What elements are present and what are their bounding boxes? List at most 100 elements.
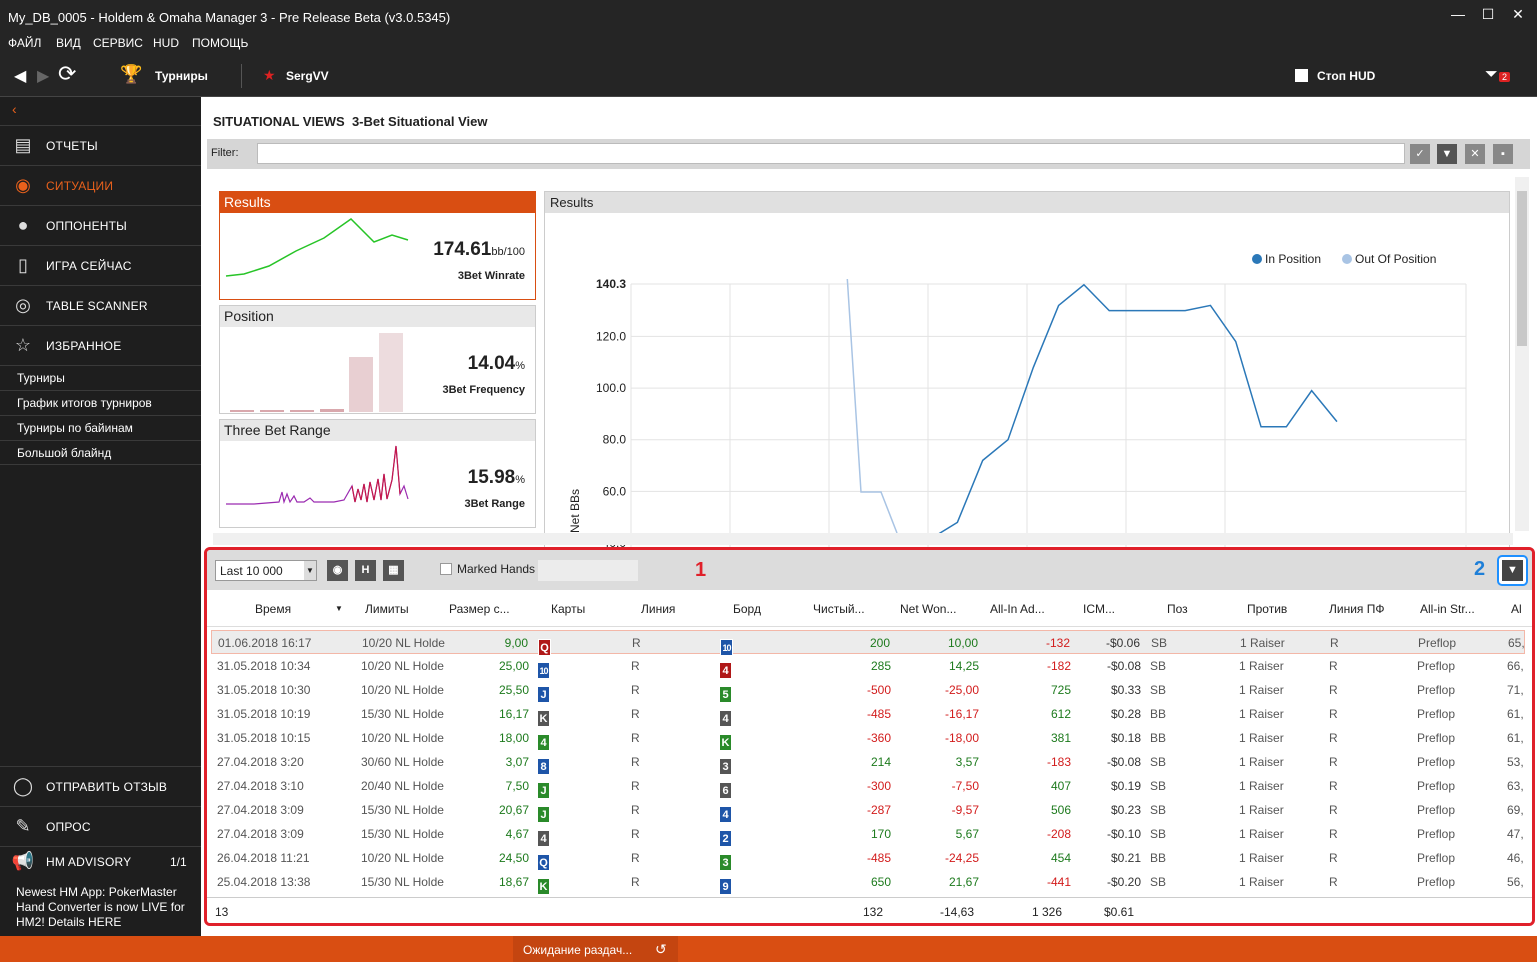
sidebar-item-reports[interactable]: ▤ ОТЧЕТЫ bbox=[0, 125, 201, 165]
table-row[interactable]: 27.04.2018 3:09 15/30 NL Holde 20,67 R -287 -… bbox=[211, 798, 1525, 823]
cell-size: 16,17 bbox=[498, 707, 529, 721]
cell-time: 27.04.2018 3:09 bbox=[217, 803, 304, 817]
col-al[interactable]: Al bbox=[1511, 602, 1522, 616]
apply-filter-button[interactable]: ✓ bbox=[1410, 144, 1430, 164]
three-bet-range-card[interactable]: Three Bet Range 15.98% 3Bet Range bbox=[219, 419, 536, 528]
sidebar-item-advisory[interactable]: 📢 HM ADVISORY 1/1 bbox=[0, 846, 201, 876]
table-row[interactable]: 26.04.2018 11:21 10/20 NL Holde 24,50 R -485… bbox=[211, 846, 1525, 871]
sidebar-item-favorites[interactable]: ☆ ИЗБРАННОЕ bbox=[0, 325, 201, 365]
filter-input[interactable] bbox=[257, 143, 1405, 164]
sidebar-item-situations[interactable]: ◉ СИТУАЦИИ bbox=[0, 165, 201, 205]
menu-hud[interactable]: HUD bbox=[153, 36, 179, 50]
cell-icm: $0.18 bbox=[1110, 731, 1141, 745]
col-icm[interactable]: ICM... bbox=[1083, 602, 1115, 616]
col-limits[interactable]: Лимиты bbox=[365, 602, 409, 616]
cell-line: R bbox=[631, 683, 640, 697]
eye-toggle-button[interactable]: ◉ bbox=[327, 560, 348, 581]
notification-icon[interactable]: ⏷ bbox=[1485, 66, 1498, 83]
sidebar-item-opponents[interactable]: ● ОППОНЕНТЫ bbox=[0, 205, 201, 245]
menu-help[interactable]: ПОМОЩЬ bbox=[192, 36, 249, 50]
cell-time: 27.04.2018 3:09 bbox=[217, 827, 304, 841]
waiting-status: Ожидание раздач... ↺ bbox=[513, 936, 678, 962]
cell-time: 26.04.2018 11:21 bbox=[217, 851, 310, 865]
favorite-item[interactable]: Большой блайнд bbox=[0, 440, 201, 465]
cell-net: -485 bbox=[866, 851, 891, 865]
menu-service[interactable]: СЕРВИС bbox=[93, 36, 143, 50]
results-card[interactable]: Results 174.61bb/100 3Bet Winrate bbox=[219, 191, 536, 300]
cell-vs: 1 Raiser bbox=[1239, 779, 1284, 793]
vertical-scrollbar[interactable] bbox=[1515, 177, 1529, 531]
col-stack-size[interactable]: Размер с... bbox=[449, 602, 510, 616]
table-row[interactable]: 27.04.2018 3:09 15/30 NL Holde 4,67 R 170 5,6… bbox=[211, 822, 1525, 847]
cell-allin: -132 bbox=[1045, 636, 1070, 650]
horizontal-scrollbar[interactable] bbox=[213, 533, 1513, 545]
sidebar-item-playing-now[interactable]: ▯ ИГРА СЕЙЧАС bbox=[0, 245, 201, 285]
expand-grid-button[interactable]: ▼ bbox=[1497, 555, 1528, 586]
minimize-button[interactable]: — bbox=[1451, 6, 1465, 22]
col-versus[interactable]: Против bbox=[1247, 602, 1288, 616]
favorite-item[interactable]: Турниры по байинам bbox=[0, 415, 201, 440]
collapse-icon[interactable]: ‹ bbox=[12, 101, 17, 117]
cell-al: 71, bbox=[1507, 683, 1524, 697]
table-row[interactable]: 27.04.2018 3:20 30/60 NL Holde 3,07 R 214 3,5… bbox=[211, 750, 1525, 775]
chevron-down-icon: ▼ bbox=[304, 561, 316, 580]
maximize-button[interactable]: ☐ bbox=[1481, 6, 1495, 22]
clear-filter-button[interactable]: ✕ bbox=[1465, 144, 1485, 164]
range-caption: 3Bet Range bbox=[464, 498, 525, 510]
table-row[interactable]: 31.05.2018 10:30 10/20 NL Holde 25,50 R -500… bbox=[211, 678, 1525, 703]
cell-lpf: R bbox=[1329, 875, 1338, 889]
table-row[interactable]: 25.04.2018 13:38 15/30 NL Holde 18,67 R 650 2… bbox=[211, 870, 1525, 895]
cell-icm: -$0.20 bbox=[1106, 875, 1141, 889]
cell-icm: $0.28 bbox=[1110, 707, 1141, 721]
refresh-icon[interactable]: ⟳ bbox=[58, 61, 77, 86]
period-select[interactable]: Last 10 000 ▼ bbox=[215, 560, 317, 581]
forward-icon[interactable]: ▶ bbox=[37, 68, 50, 85]
grid-view-button[interactable]: ▦ bbox=[383, 560, 404, 581]
table-row[interactable]: 01.06.2018 16:17 10/20 NL Holde 9,00 R 200 10… bbox=[211, 630, 1525, 656]
filter-icon[interactable]: ▼ bbox=[1437, 144, 1457, 164]
marked-hands-checkbox[interactable] bbox=[440, 563, 452, 575]
sidebar-item-table-scanner[interactable]: ◎ TABLE SCANNER bbox=[0, 285, 201, 325]
cell-netwon: 5,67 bbox=[955, 827, 979, 841]
favorite-item[interactable]: График итогов турниров bbox=[0, 390, 201, 415]
player-link[interactable]: SergVV bbox=[286, 69, 329, 83]
col-net[interactable]: Чистый... bbox=[813, 602, 865, 616]
table-row[interactable]: 27.04.2018 3:10 20/40 NL Holde 7,50 R -300 -7… bbox=[211, 774, 1525, 799]
history-icon[interactable]: ↺ bbox=[655, 941, 667, 957]
trophy-icon: 🏆 bbox=[120, 64, 143, 84]
col-preflop-line[interactable]: Линия ПФ bbox=[1329, 602, 1385, 616]
h-button[interactable]: H bbox=[355, 560, 376, 581]
cell-time: 27.04.2018 3:10 bbox=[217, 779, 304, 793]
col-time[interactable]: Время bbox=[255, 602, 292, 616]
save-filter-button[interactable]: ▪ bbox=[1493, 144, 1513, 164]
marked-hands-field[interactable] bbox=[538, 560, 638, 581]
sidebar-item-survey[interactable]: ✎ ОПРОС bbox=[0, 806, 201, 846]
back-icon[interactable]: ◀ bbox=[14, 68, 27, 85]
col-position[interactable]: Поз bbox=[1167, 602, 1188, 616]
cell-icm: -$0.08 bbox=[1106, 755, 1141, 769]
col-allin-adj[interactable]: All-In Ad... bbox=[990, 602, 1045, 616]
col-allin-street[interactable]: All-in Str... bbox=[1420, 602, 1475, 616]
menu-view[interactable]: ВИД bbox=[56, 36, 81, 50]
position-bars bbox=[230, 333, 403, 412]
favorite-item[interactable]: Турниры bbox=[0, 365, 201, 390]
col-cards[interactable]: Карты bbox=[551, 602, 586, 616]
col-line[interactable]: Линия bbox=[641, 602, 676, 616]
winrate-value: 174.61bb/100 bbox=[433, 239, 525, 260]
menu-file[interactable]: ФАЙЛ bbox=[8, 36, 42, 50]
sidebar-item-feedback[interactable]: ◯ ОТПРАВИТЬ ОТЗЫВ bbox=[0, 766, 201, 806]
cell-al: 61, bbox=[1507, 707, 1524, 721]
position-card[interactable]: Position 14.04% 3Bet Frequency bbox=[219, 305, 536, 414]
table-row[interactable]: 31.05.2018 10:34 10/20 NL Holde 25,00 R 285 1… bbox=[211, 654, 1525, 679]
tournaments-link[interactable]: Турниры bbox=[155, 69, 208, 83]
range-sparkline bbox=[226, 445, 409, 505]
stop-hud-checkbox[interactable] bbox=[1295, 69, 1308, 82]
close-button[interactable]: ✕ bbox=[1512, 6, 1524, 22]
table-row[interactable]: 31.05.2018 10:19 15/30 NL Holde 16,17 R -485… bbox=[211, 702, 1525, 727]
col-net-won[interactable]: Net Won... bbox=[900, 602, 957, 616]
table-row[interactable]: 31.05.2018 10:15 10/20 NL Holde 18,00 R -360… bbox=[211, 726, 1525, 751]
cell-limit: 15/30 NL Holde bbox=[361, 827, 444, 841]
advisory-text[interactable]: Newest HM App: PokerMaster Hand Converte… bbox=[16, 885, 185, 929]
y-tick-label: 80.0 bbox=[603, 433, 627, 447]
col-board[interactable]: Борд bbox=[733, 602, 761, 616]
